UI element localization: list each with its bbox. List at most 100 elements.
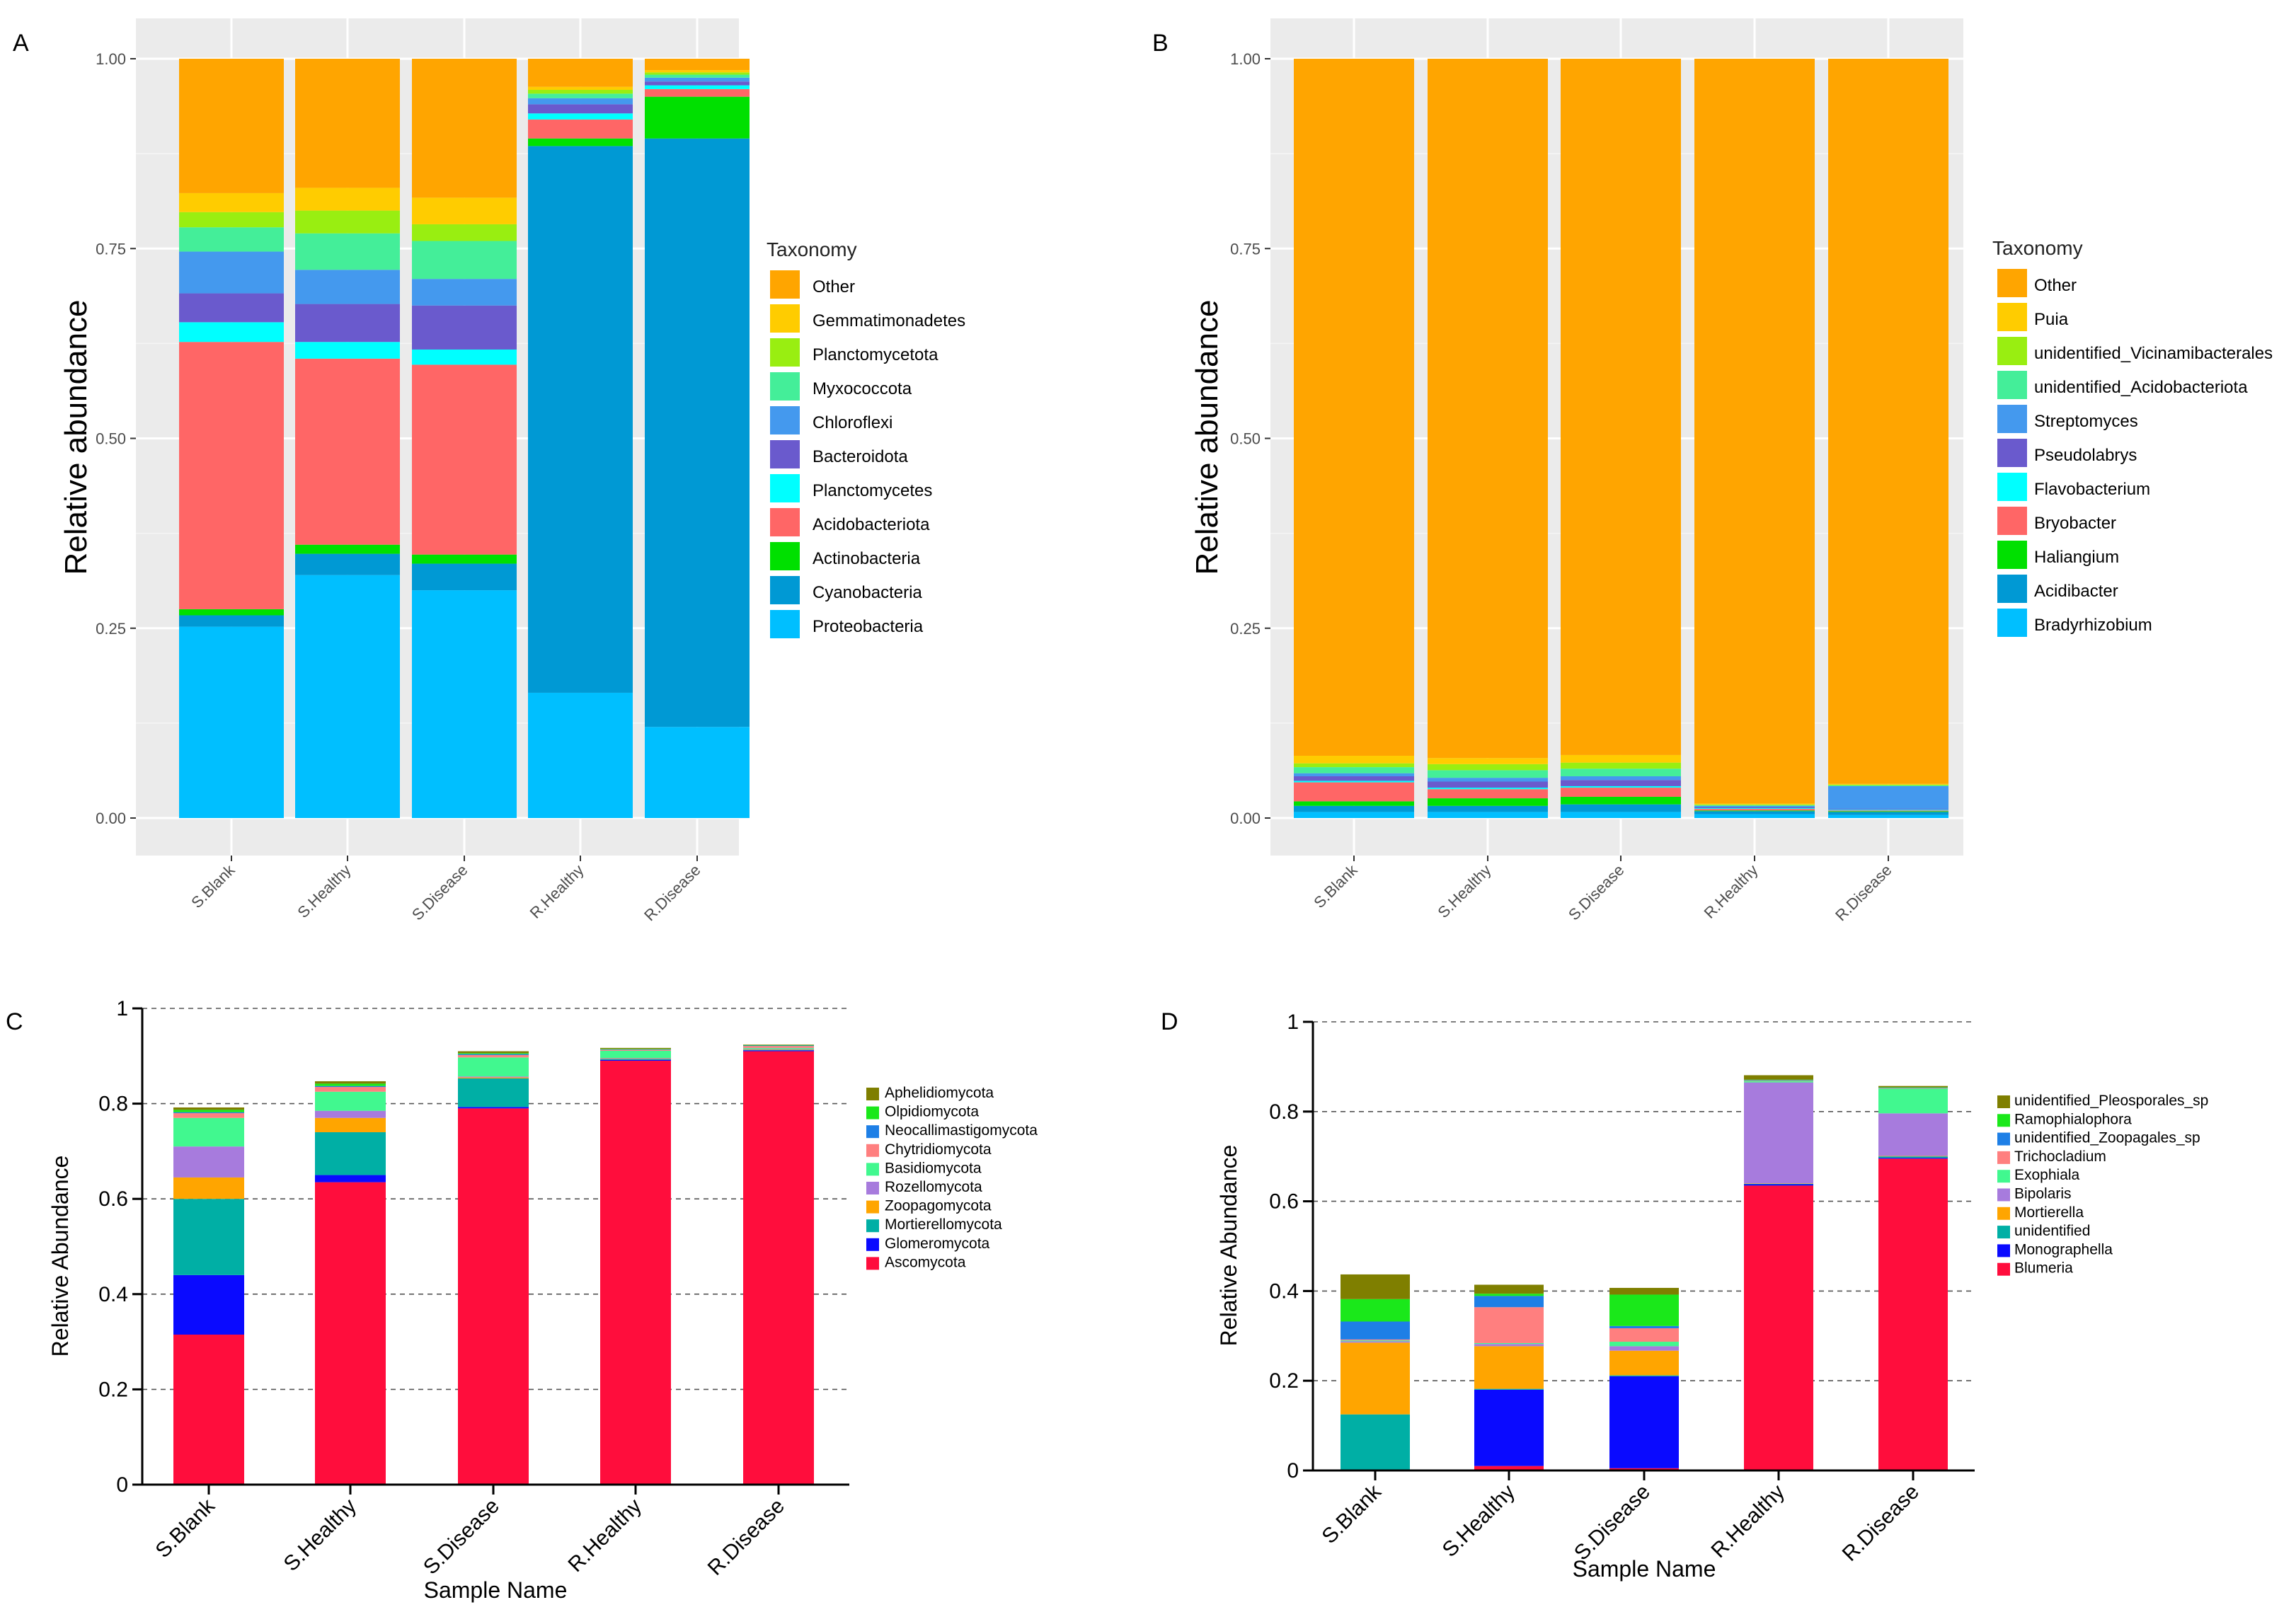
bar-segment-glomeromycota-r-healthy bbox=[600, 1059, 671, 1061]
bar-segment-unidentified-vicinamibacterales-s-blank bbox=[1294, 763, 1414, 768]
bar-segment-zoopagomycota-s-healthy bbox=[315, 1117, 386, 1132]
bar-segment-haliangium-s-disease bbox=[1561, 796, 1681, 805]
bar-segment-exophiala-s-healthy bbox=[1474, 1342, 1544, 1345]
panel-letter: A bbox=[13, 30, 29, 57]
x-tick-label-s-healthy: S.Healthy bbox=[294, 861, 354, 921]
bar-segment-bradyrhizobium-s-blank bbox=[1294, 812, 1414, 818]
legend-label-blumeria: Blumeria bbox=[2014, 1260, 2073, 1277]
legend-label-chloroflexi: Chloroflexi bbox=[813, 413, 892, 432]
bar-segment-acidibacter-s-blank bbox=[1294, 805, 1414, 812]
bar-segment-proteobacteria-s-disease bbox=[412, 590, 517, 818]
legend-label-haliangium: Haliangium bbox=[2034, 548, 2119, 567]
legend-label-exophiala: Exophiala bbox=[2014, 1167, 2080, 1183]
legend-label-actinobacteria: Actinobacteria bbox=[813, 549, 921, 568]
bar-segment-other-r-healthy bbox=[1694, 59, 1815, 804]
y-tick-label: 0.6 bbox=[98, 1187, 128, 1211]
bar-segment-unidentified-vicinamibacterales-s-disease bbox=[1561, 762, 1681, 769]
legend-swatch-bradyrhizobium bbox=[1997, 609, 2027, 637]
bar-segment-bipolaris-r-healthy bbox=[1744, 1082, 1813, 1184]
bar-segment-chloroflexi-r-healthy bbox=[528, 98, 633, 105]
legend-swatch-basidiomycota bbox=[866, 1163, 879, 1176]
bar-segment-aphelidiomycota-s-blank bbox=[173, 1107, 244, 1110]
legend-swatch-mortierella bbox=[1997, 1207, 2010, 1220]
legend: Taxonomy Other Gemmatimonadetes Planctomyce… bbox=[767, 238, 965, 638]
legend-label-acidobacteriota: Acidobacteriota bbox=[813, 515, 930, 534]
bar-segment-other-r-disease bbox=[1828, 59, 1948, 784]
x-tick-label-r-disease: R.Disease bbox=[704, 1495, 789, 1580]
legend-label-other: Other bbox=[2034, 276, 2077, 295]
y-tick-label: 0.00 bbox=[96, 810, 126, 827]
y-tick-label: 0.4 bbox=[1269, 1279, 1299, 1303]
bar-segment-neocallimastigomycota-s-blank bbox=[173, 1112, 244, 1114]
bar-segment-other-s-healthy bbox=[295, 59, 400, 188]
bar-segment-unidentified-s-blank bbox=[1341, 1414, 1410, 1470]
x-tick-label-s-blank: S.Blank bbox=[1310, 860, 1361, 911]
x-axis-title: Sample Name bbox=[424, 1577, 568, 1603]
legend-label-zoopagomycota: Zoopagomycota bbox=[885, 1198, 992, 1214]
y-tick-label: 1.00 bbox=[1230, 50, 1261, 68]
bar-segment-streptomyces-r-disease bbox=[1828, 785, 1948, 810]
legend-swatch-haliangium bbox=[1997, 541, 2027, 569]
legend-swatch-unidentified-acidobacteriota bbox=[1997, 371, 2027, 399]
bar-segment-streptomyces-s-disease bbox=[1561, 776, 1681, 781]
legend-swatch-proteobacteria bbox=[770, 610, 800, 638]
bar-segment-basidiomycota-s-disease bbox=[458, 1057, 529, 1077]
bar-segment-bradyrhizobium-r-disease bbox=[1828, 814, 1948, 818]
bar-segment-acidibacter-r-healthy bbox=[1694, 811, 1815, 814]
legend-swatch-other bbox=[1997, 269, 2027, 297]
legend-swatch-gemmatimonadetes bbox=[770, 304, 800, 333]
legend-label-bryobacter: Bryobacter bbox=[2034, 514, 2116, 533]
bar-segment-actinobacteria-s-disease bbox=[412, 554, 517, 564]
bar-segment-unidentified-pleosporales-sp-s-disease bbox=[1609, 1287, 1679, 1295]
bar-segment-gemmatimonadetes-r-disease bbox=[645, 70, 750, 73]
bar-segment-proteobacteria-r-disease bbox=[645, 727, 750, 818]
bar-segment-bryobacter-s-healthy bbox=[1428, 789, 1548, 799]
bar-segment-rozellomycota-s-blank bbox=[173, 1146, 244, 1178]
bar-segment-exophiala-s-blank bbox=[1341, 1340, 1410, 1342]
legend-label-ramophialophora: Ramophialophora bbox=[2014, 1111, 2132, 1127]
bar-segment-bryobacter-r-disease bbox=[1828, 810, 1948, 812]
legend-label-mortierellomycota: Mortierellomycota bbox=[885, 1216, 1002, 1233]
bar-segment-blumeria-s-healthy bbox=[1474, 1466, 1544, 1470]
legend-label-basidiomycota: Basidiomycota bbox=[885, 1160, 982, 1176]
bar-segment-planctomycetes-s-healthy bbox=[295, 342, 400, 359]
y-tick-label: 0.2 bbox=[98, 1378, 128, 1401]
bar-segment-exophiala-s-disease bbox=[1609, 1342, 1679, 1347]
legend-swatch-unidentified-vicinamibacterales bbox=[1997, 337, 2027, 365]
bar-segment-other-s-disease bbox=[412, 59, 517, 198]
bar-segment-trichocladium-s-healthy bbox=[1474, 1307, 1544, 1343]
bar-segment-cyanobacteria-s-healthy bbox=[295, 553, 400, 575]
legend-swatch-acidobacteriota bbox=[770, 508, 800, 536]
legend-label-bacteroidota: Bacteroidota bbox=[813, 447, 908, 466]
legend-swatch-other bbox=[770, 270, 800, 299]
bar-segment-bacteroidota-s-healthy bbox=[295, 304, 400, 342]
bar-segment-mortierellomycota-s-healthy bbox=[315, 1132, 386, 1175]
legend-swatch-rozellomycota bbox=[866, 1182, 879, 1194]
bar-segment-acidibacter-r-disease bbox=[1828, 812, 1948, 815]
panel-a: A 0.00 0.25 0.50 0.75 1.00 S.Blank S.Healthy S.D… bbox=[13, 18, 965, 924]
x-axis-title: Sample Name bbox=[1573, 1556, 1716, 1582]
bar-segment-unidentified-zoopagales-sp-s-disease bbox=[1609, 1325, 1679, 1329]
bar-segment-glomeromycota-s-healthy bbox=[315, 1175, 386, 1182]
legend-title: Taxonomy bbox=[767, 238, 857, 260]
bar-segment-exophiala-r-healthy bbox=[1744, 1081, 1813, 1083]
bar-segment-puia-r-healthy bbox=[1694, 803, 1815, 805]
y-tick-label: 0.8 bbox=[98, 1093, 128, 1116]
panel-b: B 0.00 0.25 0.50 0.75 1.00 S.Blank S.Healthy S.D… bbox=[1152, 18, 2273, 924]
bar-segment-planctomycetes-r-disease bbox=[645, 85, 750, 89]
bar-segment-puia-r-disease bbox=[1828, 783, 1948, 785]
legend-swatch-cyanobacteria bbox=[770, 576, 800, 604]
panel-d: D 0 0.2 0.4 0.6 0.8 1 S.Blank S.Healthy S.Disease… bbox=[1161, 1008, 2208, 1582]
bar-segment-acidibacter-s-disease bbox=[1561, 804, 1681, 812]
bar-segment-ramophialophora-s-healthy bbox=[1474, 1294, 1544, 1296]
bar-segment-ascomycota-s-disease bbox=[458, 1108, 529, 1485]
bar-segment-unidentified-zoopagales-sp-s-healthy bbox=[1474, 1296, 1544, 1308]
legend-swatch-monographella bbox=[1997, 1244, 2010, 1257]
legend-swatch-acidibacter bbox=[1997, 575, 2027, 603]
y-tick-label: 0.25 bbox=[1230, 620, 1261, 638]
bar-segment-chytridiomycota-r-disease bbox=[743, 1046, 814, 1048]
y-tick-label: 1 bbox=[1287, 1011, 1299, 1034]
bar-segment-bryobacter-s-blank bbox=[1294, 782, 1414, 802]
legend-swatch-pseudolabrys bbox=[1997, 439, 2027, 467]
bar-segment-acidibacter-s-healthy bbox=[1428, 805, 1548, 812]
